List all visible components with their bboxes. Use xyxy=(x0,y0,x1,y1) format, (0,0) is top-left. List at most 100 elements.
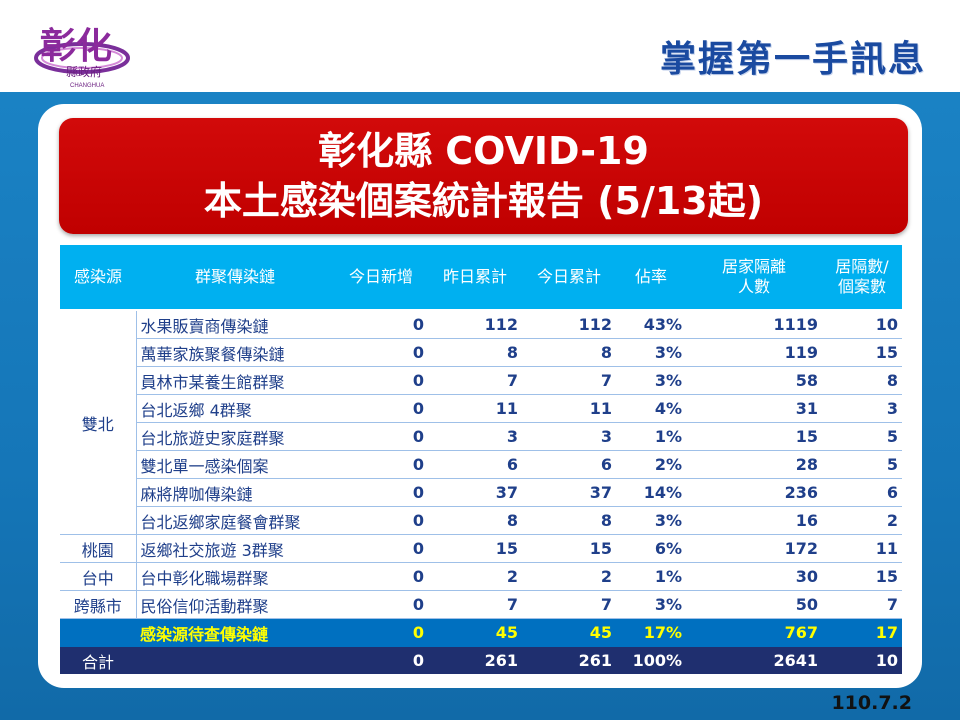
source-taichung: 台中 xyxy=(60,562,137,591)
table-row: 台北旅遊史家庭群聚 0 3 3 1% 15 5 xyxy=(60,422,902,451)
ratio: 1% xyxy=(616,422,686,451)
total-chain-empty xyxy=(136,646,334,674)
quarantine-count: 767 xyxy=(686,618,822,647)
chain-name: 感染源待查傳染鏈 xyxy=(136,618,334,647)
today-total: 11 xyxy=(522,394,616,423)
table-row: 台北返鄉 4群聚 0 11 11 4% 31 3 xyxy=(60,394,902,423)
per-case-count: 15 xyxy=(822,562,902,591)
yesterday-total: 3 xyxy=(428,422,522,451)
header-quarantine: 居家隔離 人數 xyxy=(686,245,822,311)
per-case-count: 10 xyxy=(822,310,902,339)
per-case-count: 3 xyxy=(822,394,902,423)
header-chain: 群聚傳染鏈 xyxy=(136,245,334,311)
ratio: 3% xyxy=(616,366,686,395)
table-row: 麻將牌咖傳染鏈 0 37 37 14% 236 6 xyxy=(60,478,902,507)
chain-name: 雙北單一感染個案 xyxy=(136,450,334,479)
today-new: 0 xyxy=(334,618,428,647)
slide-title: 掌握第一手訊息 xyxy=(659,39,926,80)
header-ratio: 佔率 xyxy=(616,245,686,311)
today-new: 0 xyxy=(334,534,428,563)
quarantine-count: 58 xyxy=(686,366,822,395)
quarantine-count: 15 xyxy=(686,422,822,451)
per-case-count: 5 xyxy=(822,450,902,479)
today-total: 7 xyxy=(522,590,616,619)
today-new: 0 xyxy=(334,562,428,591)
total-row: 合計 0 261 261 100% 2641 10 xyxy=(60,646,902,674)
table-header-row: 感染源 群聚傳染鏈 今日新增 昨日累計 今日累計 佔率 居家隔離 人數 居隔數/… xyxy=(60,245,902,311)
yesterday-total: 112 xyxy=(428,310,522,339)
quarantine-count: 236 xyxy=(686,478,822,507)
per-case-count: 11 xyxy=(822,534,902,563)
ratio: 1% xyxy=(616,562,686,591)
ratio: 14% xyxy=(616,478,686,507)
today-new: 0 xyxy=(334,506,428,535)
yesterday-total: 15 xyxy=(428,534,522,563)
table-row: 台中 台中彰化職場群聚 0 2 2 1% 30 15 xyxy=(60,562,902,591)
per-case-count: 15 xyxy=(822,338,902,367)
today-total: 6 xyxy=(522,450,616,479)
ratio: 3% xyxy=(616,506,686,535)
changhua-logo: 彰化 縣政府 CHANGHUA xyxy=(30,12,140,92)
today-total: 8 xyxy=(522,506,616,535)
quarantine-count: 172 xyxy=(686,534,822,563)
header-per-case: 居隔數/ 個案數 xyxy=(822,245,902,311)
chain-name: 水果販賣商傳染鏈 xyxy=(136,310,334,339)
today-total: 261 xyxy=(522,646,616,674)
logo-emblem-icon: 彰化 縣政府 CHANGHUA xyxy=(34,25,130,89)
ratio: 43% xyxy=(616,310,686,339)
per-case-count: 10 xyxy=(822,646,902,674)
today-total: 15 xyxy=(522,534,616,563)
source-cross-county: 跨縣市 xyxy=(60,590,137,619)
quarantine-count: 28 xyxy=(686,450,822,479)
ratio: 6% xyxy=(616,534,686,563)
chain-name: 麻將牌咖傳染鏈 xyxy=(136,478,334,507)
chain-name: 台中彰化職場群聚 xyxy=(136,562,334,591)
per-case-count: 2 xyxy=(822,506,902,535)
table-row: 雙北單一感染個案 0 6 6 2% 28 5 xyxy=(60,450,902,479)
yesterday-total: 45 xyxy=(428,618,522,647)
pending-source-row: 感染源待查傳染鏈 0 45 45 17% 767 17 xyxy=(60,618,902,647)
total-label: 合計 xyxy=(60,646,136,674)
header-quarantine-line2: 人數 xyxy=(737,277,770,296)
yesterday-total: 7 xyxy=(428,366,522,395)
today-new: 0 xyxy=(334,478,428,507)
banner-title-line1: 彰化縣 COVID-19 xyxy=(318,129,649,173)
svg-text:CHANGHUA: CHANGHUA xyxy=(70,83,104,89)
today-total: 45 xyxy=(522,618,616,647)
source-taoyuan: 桃園 xyxy=(60,534,137,563)
header-yesterday-total: 昨日累計 xyxy=(428,245,522,311)
ratio: 4% xyxy=(616,394,686,423)
yesterday-total: 6 xyxy=(428,450,522,479)
table-row: 桃園 返鄉社交旅遊 3群聚 0 15 15 6% 172 11 xyxy=(60,534,902,563)
today-total: 112 xyxy=(522,310,616,339)
yesterday-total: 261 xyxy=(428,646,522,674)
yesterday-total: 8 xyxy=(428,338,522,367)
chain-name: 民俗信仰活動群聚 xyxy=(136,590,334,619)
today-total: 37 xyxy=(522,478,616,507)
table-row: 雙北 水果販賣商傳染鏈 0 112 112 43% 1119 10 xyxy=(60,310,902,535)
quarantine-count: 119 xyxy=(686,338,822,367)
report-banner: 彰化縣 COVID-19 本土感染個案統計報告 (5/13起) xyxy=(59,118,908,234)
today-total: 7 xyxy=(522,366,616,395)
today-new: 0 xyxy=(334,338,428,367)
today-new: 0 xyxy=(334,366,428,395)
today-new: 0 xyxy=(334,310,428,339)
pending-source-empty xyxy=(60,618,136,647)
case-statistics-table: 感染源 群聚傳染鏈 今日新增 昨日累計 今日累計 佔率 居家隔離 人數 居隔數/… xyxy=(60,245,902,674)
header-per-case-line2: 個案數 xyxy=(837,277,886,296)
yesterday-total: 8 xyxy=(428,506,522,535)
header-source: 感染源 xyxy=(60,245,136,311)
table-row: 跨縣市 民俗信仰活動群聚 0 7 7 3% 50 7 xyxy=(60,590,902,619)
today-new: 0 xyxy=(334,422,428,451)
header-quarantine-line1: 居家隔離 xyxy=(721,257,786,276)
banner-title-line2: 本土感染個案統計報告 (5/13起) xyxy=(203,179,764,223)
today-total: 8 xyxy=(522,338,616,367)
source-shuangbei: 雙北 xyxy=(60,310,137,535)
svg-text:彰化: 彰化 xyxy=(40,25,112,67)
per-case-count: 6 xyxy=(822,478,902,507)
header-today-total: 今日累計 xyxy=(522,245,616,311)
today-new: 0 xyxy=(334,646,428,674)
ratio: 100% xyxy=(616,646,686,674)
chain-name: 員林市某養生館群聚 xyxy=(136,366,334,395)
header-per-case-line1: 居隔數/ xyxy=(835,257,889,276)
